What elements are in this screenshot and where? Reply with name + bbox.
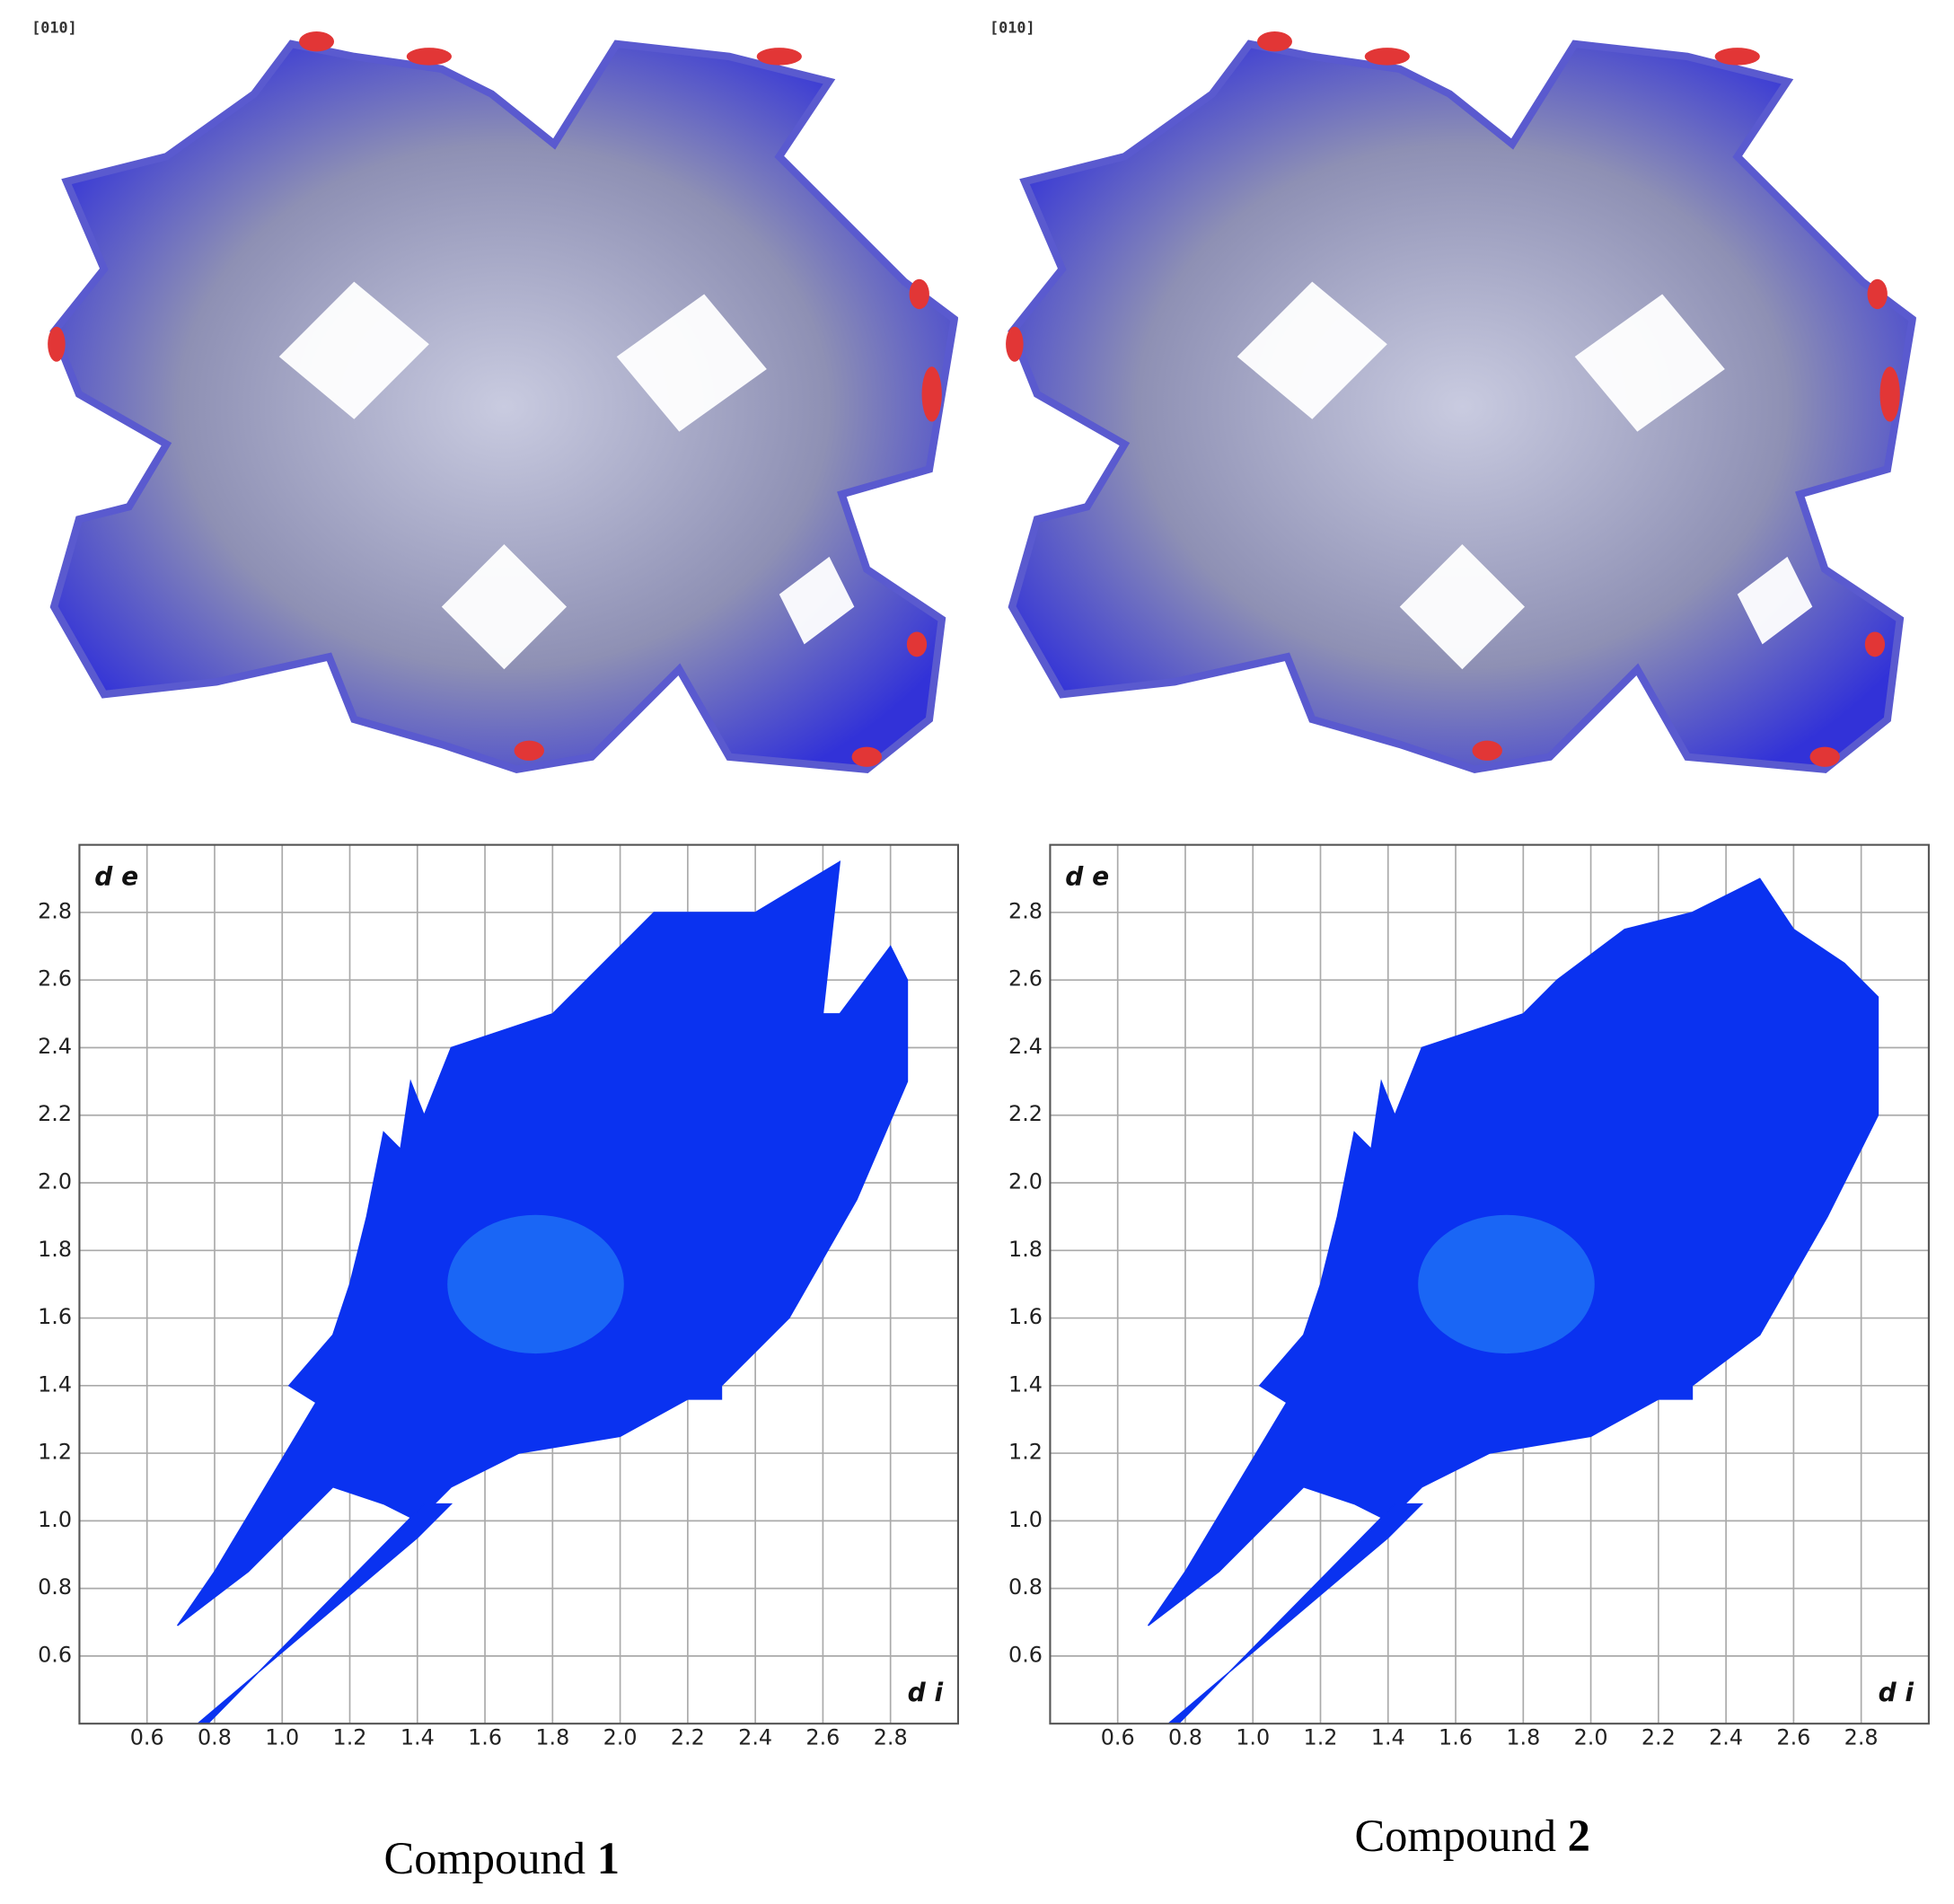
x-tick-label: 2.4 [1709, 1725, 1743, 1750]
y-tick-label: 0.6 [1008, 1642, 1043, 1667]
y-tick-label: 1.2 [1008, 1440, 1043, 1465]
x-tick-label: 2.6 [1776, 1725, 1810, 1750]
caption-number: 2 [1568, 1811, 1590, 1861]
x-tick-label: 1.4 [400, 1725, 435, 1750]
y-tick-label: 2.2 [1008, 1101, 1043, 1126]
x-tick-label: 2.8 [874, 1725, 908, 1750]
fingerprint-region [1147, 877, 1879, 1626]
x-tick-label: 1.6 [468, 1725, 502, 1750]
x-axis-label: d i [1879, 1678, 1914, 1707]
x-tick-label: 0.8 [198, 1725, 232, 1750]
y-tick-label: 0.8 [38, 1574, 72, 1600]
y-tick-label: 2.8 [38, 898, 72, 923]
x-tick-label: 1.0 [1236, 1725, 1270, 1750]
view-label: [010] [31, 19, 77, 37]
y-tick-label: 1.6 [1008, 1304, 1043, 1329]
y-tick-label: 0.8 [1008, 1574, 1043, 1600]
x-tick-label: 0.6 [1101, 1725, 1135, 1750]
x-tick-label: 1.2 [333, 1725, 367, 1750]
y-tick-label: 0.6 [38, 1642, 72, 1667]
y-tick-label: 2.4 [1008, 1034, 1043, 1059]
density-glow [1418, 1214, 1595, 1354]
fingerprint-region [177, 860, 909, 1626]
y-tick-label: 2.8 [1008, 898, 1043, 923]
y-tick-label: 1.4 [1008, 1371, 1043, 1397]
hirshfeld-surface [48, 31, 955, 770]
x-tick-label: 1.4 [1371, 1725, 1405, 1750]
x-tick-label: 2.6 [805, 1725, 840, 1750]
y-tick-label: 1.0 [1008, 1507, 1043, 1532]
caption-label: Compound [1354, 1811, 1556, 1861]
y-tick-label: 1.2 [38, 1440, 72, 1465]
x-tick-label: 1.8 [535, 1725, 569, 1750]
x-tick-label: 2.2 [671, 1725, 705, 1750]
caption: Compound 1 [384, 1833, 620, 1883]
x-tick-label: 2.8 [1844, 1725, 1879, 1750]
density-glow [447, 1214, 624, 1354]
y-tick-label: 2.6 [38, 966, 72, 992]
y-tick-label: 1.6 [38, 1304, 72, 1329]
plot-frame [78, 843, 959, 1725]
x-tick-label: 2.0 [1574, 1725, 1608, 1750]
y-tick-label: 2.0 [1008, 1169, 1043, 1194]
caption-number: 1 [597, 1833, 620, 1883]
y-tick-label: 2.6 [1008, 966, 1043, 992]
hirshfeld-surface [1006, 31, 1913, 770]
x-tick-label: 2.0 [603, 1725, 638, 1750]
y-axis-label: d e [94, 862, 138, 892]
y-tick-label: 1.8 [38, 1237, 72, 1262]
y-tick-label: 2.4 [38, 1034, 72, 1059]
x-tick-label: 0.6 [130, 1725, 164, 1750]
plot-frame [1049, 843, 1930, 1725]
y-tick-label: 2.0 [38, 1169, 72, 1194]
y-axis-label: d e [1065, 862, 1109, 892]
x-tick-label: 0.8 [1168, 1725, 1202, 1750]
x-tick-label: 2.4 [738, 1725, 772, 1750]
x-tick-label: 1.8 [1506, 1725, 1540, 1750]
x-tick-label: 2.2 [1642, 1725, 1676, 1750]
x-tick-label: 1.0 [265, 1725, 299, 1750]
y-tick-label: 1.0 [38, 1507, 72, 1532]
x-tick-label: 1.6 [1439, 1725, 1473, 1750]
caption: Compound 2 [1354, 1811, 1589, 1861]
x-axis-label: d i [908, 1678, 944, 1707]
caption-label: Compound [384, 1833, 586, 1883]
y-tick-label: 2.2 [38, 1101, 72, 1126]
y-tick-label: 1.4 [38, 1371, 72, 1397]
view-label: [010] [990, 19, 1035, 37]
x-tick-label: 1.2 [1304, 1725, 1338, 1750]
y-tick-label: 1.8 [1008, 1237, 1043, 1262]
